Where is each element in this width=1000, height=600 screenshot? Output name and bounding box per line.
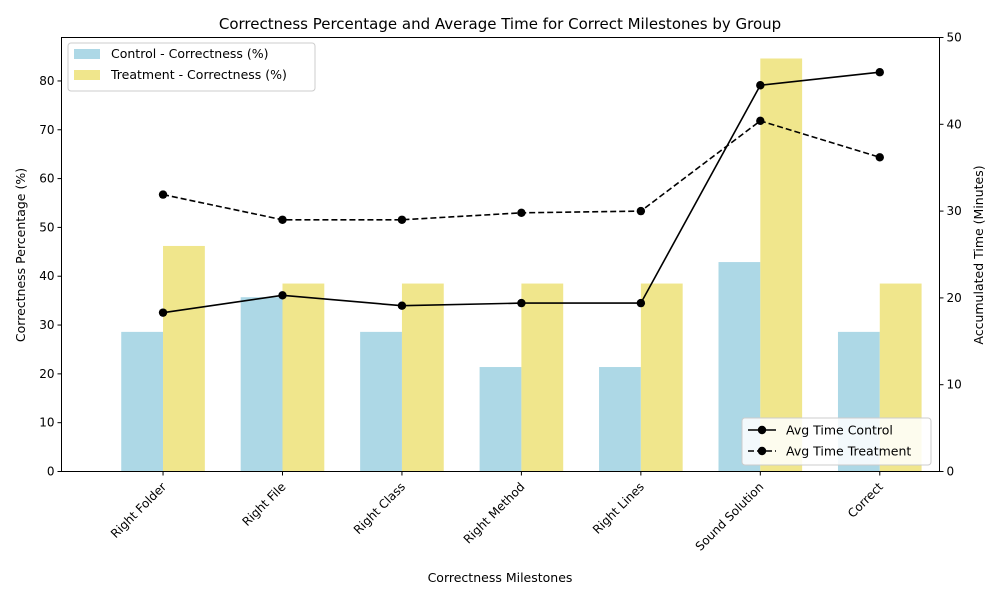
bar-treatment-right-class [401, 283, 444, 472]
y2-tick-label: 0 [947, 465, 955, 479]
legend-lines-frame [741, 417, 932, 466]
point-avg-time-treatment-sound-solution [756, 116, 765, 126]
point-avg-time-control-right-lines [636, 298, 646, 308]
y2-tick-label: 20 [947, 291, 962, 305]
plot-frame [61, 37, 940, 472]
legend-label-treatment-correctness: Treatment - Correctness (%) [110, 67, 287, 82]
point-avg-time-treatment-correct [875, 153, 884, 162]
y-tick-label: 60 [39, 172, 54, 186]
bar-treatment-right-lines [640, 283, 683, 472]
y-tick-label: 40 [39, 269, 54, 283]
point-avg-time-control-right-method [517, 298, 526, 308]
bar-treatment-sound-solution [760, 58, 803, 472]
legend-swatch-control-correctness [74, 49, 100, 59]
bar-control-right-class [360, 331, 402, 472]
y-tick-label: 30 [39, 318, 54, 332]
y-tick-label: 50 [39, 220, 54, 234]
bar-control-right-folder [121, 331, 164, 472]
legend-swatch-treatment-correctness [74, 70, 100, 80]
legend-marker-avg-time-treatment [757, 446, 767, 456]
bar-treatment-right-folder [163, 245, 205, 472]
y-tick-label: 10 [39, 416, 54, 430]
y-tick-label: 80 [39, 74, 54, 88]
legend-marker-avg-time-control [757, 425, 767, 435]
y-tick-label: 70 [39, 123, 54, 137]
legend-label-avg-time-control: Avg Time Control [786, 423, 893, 438]
y-tick-label: 20 [39, 367, 54, 381]
y2-tick-label: 30 [947, 204, 962, 218]
point-avg-time-treatment-right-lines [636, 206, 646, 216]
chart-title: Correctness Percentage and Average Time … [219, 15, 781, 33]
y2-tick-label: 40 [947, 117, 962, 131]
point-avg-time-treatment-right-folder [158, 190, 168, 199]
y2-tick-label: 10 [947, 378, 962, 392]
y2-tick-label: 50 [947, 31, 962, 45]
point-avg-time-control-right-folder [158, 308, 168, 317]
x-axis-label: Correctness Milestones [428, 570, 573, 585]
bar-control-right-lines [599, 367, 641, 472]
bar-treatment-right-method [521, 283, 564, 472]
point-avg-time-treatment-right-class [397, 215, 407, 224]
legend-bars-frame [67, 42, 316, 92]
y-axis-label: Correctness Percentage (%) [13, 168, 28, 342]
y-tick-label: 0 [47, 465, 55, 479]
y2-axis-label: Accumulated Time (Minutes) [971, 165, 986, 344]
point-avg-time-control-right-file [278, 291, 287, 300]
bar-control-right-file [240, 297, 283, 472]
point-avg-time-control-sound-solution [756, 81, 765, 90]
bar-control-right-method [479, 367, 522, 472]
legend-label-control-correctness: Control - Correctness (%) [111, 46, 269, 61]
point-avg-time-treatment-right-file [278, 215, 287, 224]
point-avg-time-control-correct [875, 68, 884, 77]
point-avg-time-control-right-class [397, 301, 407, 310]
bar-treatment-right-file [282, 283, 325, 472]
point-avg-time-treatment-right-method [517, 208, 526, 218]
legend-label-avg-time-treatment: Avg Time Treatment [786, 444, 911, 459]
